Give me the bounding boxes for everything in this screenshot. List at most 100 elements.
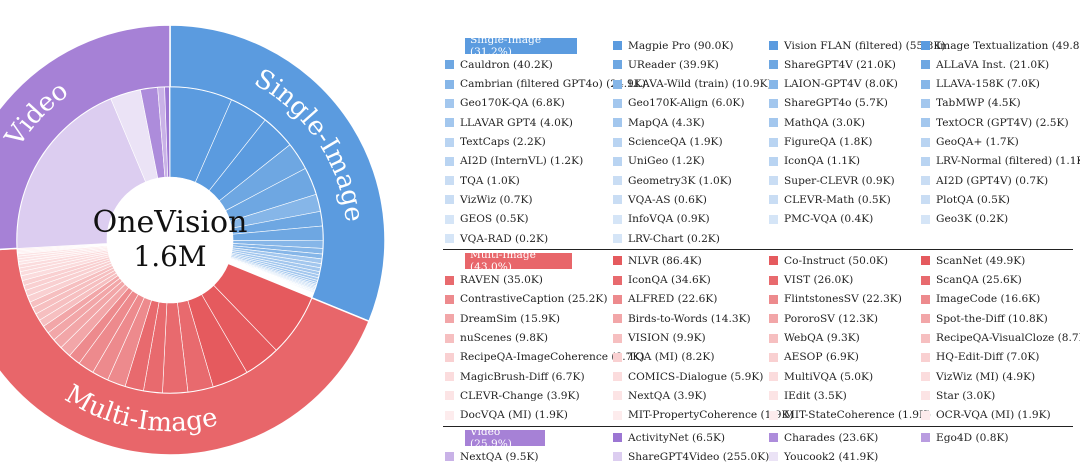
- legend-label: Image Textualization (49.8K): [936, 39, 1080, 52]
- legend-swatch: [613, 195, 622, 205]
- legend-label: MIT-StateCoherence (1.9K): [784, 409, 931, 422]
- legend-swatch: [921, 98, 930, 108]
- legend-swatch: [445, 79, 454, 89]
- legend-swatch: [921, 410, 930, 420]
- legend-label: Cauldron (40.2K): [460, 58, 553, 71]
- legend-swatch: [769, 275, 778, 285]
- legend-item-multi-image-spot-the-diff: Spot-the-Diff (10.8K): [921, 309, 1048, 328]
- legend-swatch: [445, 372, 454, 382]
- legend-swatch: [613, 410, 622, 420]
- legend-header-video: Video (25.9%): [465, 426, 545, 450]
- legend-item-single-image-infovqa: InfoVQA (0.9K): [613, 210, 710, 229]
- legend-item-multi-image-alfred: ALFRED (22.6K): [613, 290, 717, 309]
- legend-item-single-image-cambrian-filtered-gpt4o: Cambrian (filtered GPT4o) (24.9K): [445, 75, 646, 94]
- legend-swatch: [769, 452, 778, 462]
- legend-swatch: [921, 79, 930, 89]
- legend-label: GEOS (0.5K): [460, 213, 529, 226]
- legend-label: Spot-the-Diff (10.8K): [936, 312, 1048, 325]
- legend-item-video-ego4d: Ego4D (0.8K): [921, 428, 1009, 447]
- legend-header-multi-image: Multi-Image (43.0%): [465, 249, 572, 273]
- legend-swatch: [769, 352, 778, 362]
- dataset-arc-video-ego4d: [169, 86, 171, 178]
- legend-swatch: [921, 275, 930, 285]
- legend-swatch: [921, 214, 930, 224]
- legend-label: ScanQA (25.6K): [936, 274, 1022, 287]
- legend-label: LLAVAR GPT4 (4.0K): [460, 116, 573, 129]
- legend-item-video-sharegpt4video: ShareGPT4Video (255.0K): [613, 447, 769, 466]
- legend-swatch: [445, 98, 454, 108]
- legend-item-single-image-allava-inst: ALLaVA Inst. (21.0K): [921, 55, 1049, 74]
- legend-label: NLVR (86.4K): [628, 254, 702, 267]
- legend-label: MathQA (3.0K): [784, 116, 865, 129]
- legend-swatch: [921, 352, 930, 362]
- legend-swatch: [921, 41, 930, 50]
- legend-item-single-image-iconqa: IconQA (1.1K): [769, 152, 860, 171]
- legend-item-single-image-cauldron: Cauldron (40.2K): [445, 55, 553, 74]
- legend-swatch: [445, 234, 454, 243]
- legend-item-single-image-super-clevr: Super-CLEVR (0.9K): [769, 171, 895, 190]
- legend-item-video-charades: Charades (23.6K): [769, 428, 878, 447]
- legend-label: ActivityNet (6.5K): [628, 431, 726, 444]
- legend-label: NextQA (3.9K): [628, 389, 707, 402]
- legend-item-single-image-vision-flan-filtered: Vision FLAN (filtered) (55.8K): [769, 36, 945, 55]
- legend-label: MapQA (4.3K): [628, 116, 705, 129]
- legend-swatch: [613, 333, 622, 343]
- legend-swatch: [613, 176, 622, 186]
- legend-label: PororoSV (12.3K): [784, 312, 879, 325]
- legend-item-single-image-image-textualization: Image Textualization (49.8K): [921, 36, 1080, 55]
- legend-swatch: [613, 214, 622, 224]
- legend-swatch: [769, 98, 778, 108]
- legend-label: AESOP (6.9K): [784, 351, 859, 364]
- legend-swatch: [769, 137, 778, 147]
- legend-label: DocVQA (MI) (1.9K): [460, 409, 568, 422]
- legend-swatch: [921, 391, 930, 401]
- legend-swatch: [769, 195, 778, 205]
- legend-label: ImageCode (16.6K): [936, 293, 1041, 306]
- legend-swatch: [921, 433, 930, 442]
- legend-label: CLEVR-Change (3.9K): [460, 389, 580, 402]
- dataset-arc-video-sharegpt4video: [16, 98, 147, 249]
- legend-label: PMC-VQA (0.4K): [784, 213, 874, 226]
- legend-swatch: [921, 372, 930, 382]
- legend-label: UniGeo (1.2K): [628, 155, 705, 168]
- legend-label: PlotQA (0.5K): [936, 193, 1010, 206]
- legend-label: CLEVR-Math (0.5K): [784, 193, 891, 206]
- legend-label: IconQA (34.6K): [628, 274, 711, 287]
- legend-item-multi-image-tqa-mi: TQA (MI) (8.2K): [613, 348, 714, 367]
- legend-item-multi-image-iconqa: IconQA (34.6K): [613, 271, 711, 290]
- legend-label: Vision FLAN (filtered) (55.8K): [784, 39, 946, 52]
- legend-label: VizWiz (0.7K): [460, 193, 533, 206]
- legend-swatch: [445, 294, 454, 304]
- legend-item-single-image-lrv-chart: LRV-Chart (0.2K): [613, 229, 720, 248]
- legend-item-single-image-mathqa: MathQA (3.0K): [769, 113, 865, 132]
- legend-label: Co-Instruct (50.0K): [784, 254, 888, 267]
- legend-label: Geometry3K (1.0K): [628, 174, 732, 187]
- legend-label: IEdit (3.5K): [784, 389, 847, 402]
- legend-item-single-image-figureqa: FigureQA (1.8K): [769, 133, 872, 152]
- legend-swatch: [613, 137, 622, 147]
- legend-item-multi-image-pororosv: PororoSV (12.3K): [769, 309, 878, 328]
- legend-label: ContrastiveCaption (25.2K): [460, 293, 608, 306]
- legend-item-multi-image-iedit: IEdit (3.5K): [769, 386, 847, 405]
- legend-swatch: [613, 372, 622, 382]
- legend-swatch: [613, 314, 622, 324]
- legend-item-multi-image-scannet: ScanNet (49.9K): [921, 251, 1025, 270]
- legend-swatch: [445, 314, 454, 324]
- legend-label: TextOCR (GPT4V) (2.5K): [936, 116, 1069, 129]
- legend-label: VizWiz (MI) (4.9K): [936, 370, 1036, 383]
- legend-item-single-image-unigeo: UniGeo (1.2K): [613, 152, 705, 171]
- legend-item-single-image-textcaps: TextCaps (2.2K): [445, 133, 546, 152]
- legend-swatch: [445, 352, 454, 362]
- legend-swatch: [445, 391, 454, 401]
- legend-item-video-nextqa: NextQA (9.5K): [445, 447, 539, 466]
- legend-label: FlintstonesSV (22.3K): [784, 293, 902, 306]
- legend-swatch: [769, 214, 778, 224]
- legend-swatch: [921, 156, 930, 166]
- legend-item-multi-image-hq-edit-diff: HQ-Edit-Diff (7.0K): [921, 348, 1039, 367]
- legend-swatch: [921, 195, 930, 205]
- legend-item-multi-image-webqa: WebQA (9.3K): [769, 329, 860, 348]
- legend-label: MIT-PropertyCoherence (1.9K): [628, 409, 794, 422]
- legend-swatch: [445, 60, 454, 70]
- legend-swatch: [769, 41, 778, 50]
- legend-swatch: [921, 176, 930, 186]
